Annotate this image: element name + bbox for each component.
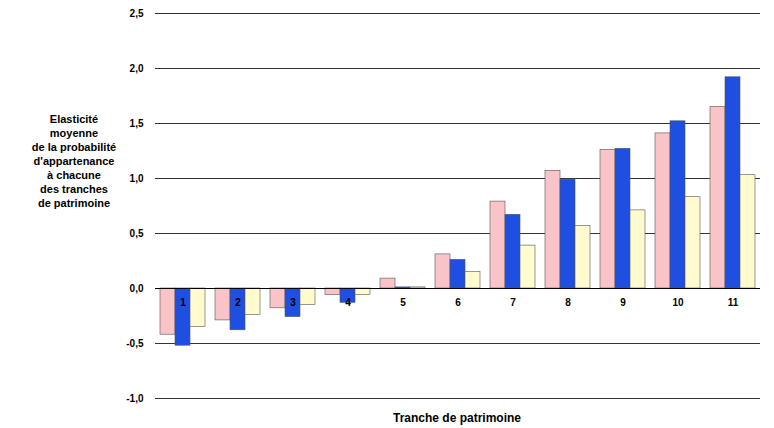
svg-text:10: 10 [672,297,684,308]
html-text:Tranche de patrimoine: Tranche de patrimoine [393,411,521,425]
svg-text:3: 3 [290,297,296,308]
svg-text:2,0: 2,0 [130,63,144,74]
svg-text:4: 4 [345,297,351,308]
svg-text:5: 5 [400,297,406,308]
svg-text:9: 9 [620,297,626,308]
svg-text:6: 6 [455,297,461,308]
svg-text:11: 11 [728,297,739,308]
svg-text:7: 7 [510,297,516,308]
svg-text:8: 8 [565,297,571,308]
svg-text:1,0: 1,0 [130,173,144,184]
svg-text:2,5: 2,5 [130,8,144,19]
svg-text:0,0: 0,0 [130,283,144,294]
svg-text:-1,0: -1,0 [126,393,144,404]
svg-text:-0,5: -0,5 [126,338,144,349]
html-text:Elasticité moyenne de la proba: Elasticité moyenne de la probabilité d'a… [31,113,117,209]
svg-text:0,5: 0,5 [130,228,144,239]
svg-text:2: 2 [235,297,241,308]
svg-text:1: 1 [180,297,186,308]
svg-text:1,5: 1,5 [130,118,144,129]
